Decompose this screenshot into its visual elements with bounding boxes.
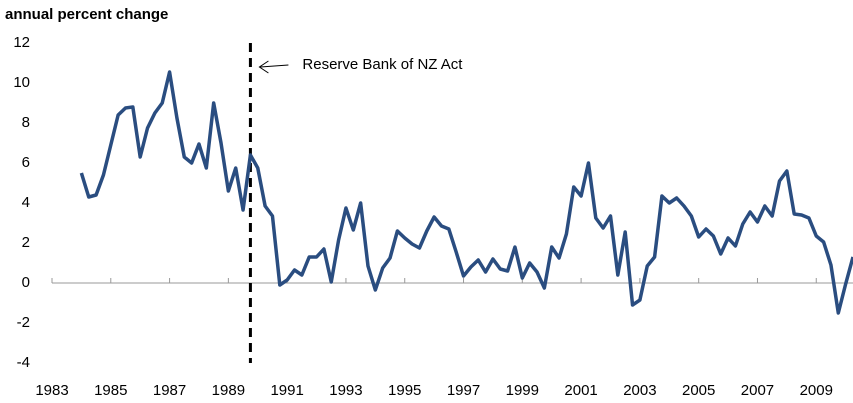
y-tick-label: 0: [22, 274, 30, 291]
event-arrow: [260, 64, 289, 68]
y-tick-label: 10: [13, 74, 30, 91]
x-tick-label: 2001: [564, 382, 597, 399]
x-tick-label: 1995: [388, 382, 421, 399]
x-tick-label: 1987: [153, 382, 186, 399]
x-tick-label: 1999: [506, 382, 539, 399]
chart-title: annual percent change: [5, 6, 168, 23]
y-tick-label: 2: [22, 234, 30, 251]
x-tick-label: 2003: [623, 382, 656, 399]
x-tick-label: 2005: [682, 382, 715, 399]
y-tick-label: 4: [22, 194, 30, 211]
x-tick-label: 1997: [447, 382, 480, 399]
data-line: [79, 70, 853, 315]
x-tick-label: 1991: [270, 382, 303, 399]
event-arrow-head: [258, 60, 269, 74]
x-tick-label: 1983: [35, 382, 68, 399]
event-label: Reserve Bank of NZ Act: [302, 56, 463, 73]
y-tick-label: -4: [17, 354, 30, 371]
y-tick-label: 6: [22, 154, 30, 171]
x-tick-label: 2007: [741, 382, 774, 399]
y-tick-label: -2: [17, 314, 30, 331]
x-tick-label: 1985: [94, 382, 127, 399]
x-tick-label: 1989: [212, 382, 245, 399]
x-tick-label: 2009: [800, 382, 833, 399]
x-tick-label: 1993: [329, 382, 362, 399]
y-tick-label: 12: [13, 34, 30, 51]
y-tick-label: 8: [22, 114, 30, 131]
